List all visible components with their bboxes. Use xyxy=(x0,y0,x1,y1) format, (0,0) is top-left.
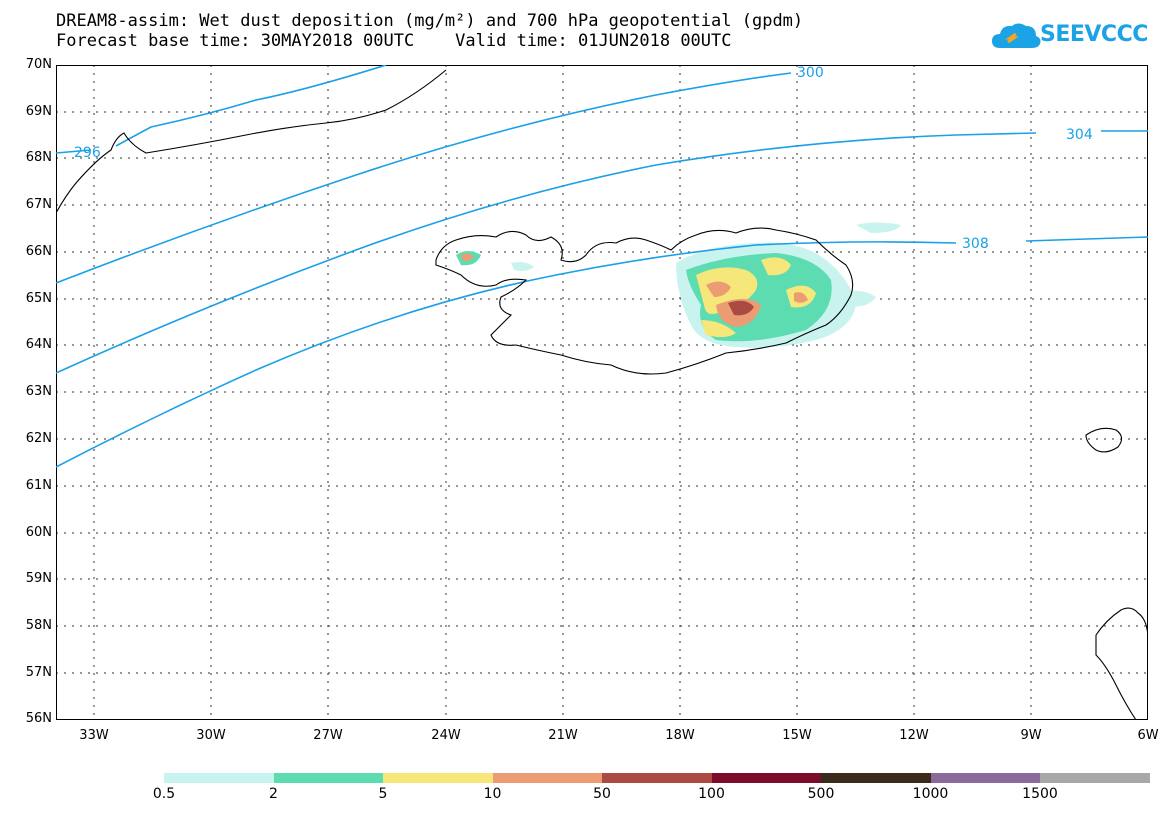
colorbar-label: 100 xyxy=(698,786,725,802)
lat-label: 63N xyxy=(25,384,52,399)
coast-faroes xyxy=(1085,427,1123,453)
lon-label: 18W xyxy=(665,728,695,743)
dust-field xyxy=(456,222,901,348)
contour-label-308: 308 xyxy=(962,236,989,252)
lat-label: 56N xyxy=(25,711,52,726)
contour-296 xyxy=(56,65,387,154)
lat-label: 57N xyxy=(25,665,52,680)
colorbar-segment xyxy=(821,773,931,783)
lon-label: 33W xyxy=(79,728,109,743)
lat-label: 66N xyxy=(25,244,52,259)
graticule xyxy=(56,65,1148,720)
chart-subtitle: Forecast base time: 30MAY2018 00UTC Vali… xyxy=(56,31,732,51)
contour-label-296: 296 xyxy=(74,145,101,161)
contour-label-304: 304 xyxy=(1066,127,1093,143)
lon-label: 15W xyxy=(782,728,812,743)
colorbar-segment xyxy=(711,773,821,783)
dust-area-50 xyxy=(728,300,754,316)
colorbar-label: 0.5 xyxy=(152,786,176,802)
colorbar-label: 1500 xyxy=(1022,786,1058,802)
contour-308 xyxy=(56,236,1148,468)
dust-area-10 xyxy=(706,281,808,327)
lon-label: 30W xyxy=(196,728,226,743)
lat-label: 67N xyxy=(25,197,52,212)
colorbar-segment xyxy=(273,773,383,783)
coastlines xyxy=(56,69,1148,720)
colorbar-label: 10 xyxy=(483,786,502,802)
lat-label: 62N xyxy=(25,431,52,446)
colorbar-label: 50 xyxy=(593,786,611,802)
logo-text: SEEVCCC xyxy=(1040,22,1148,47)
geopotential-contours xyxy=(56,65,1148,468)
lat-label: 61N xyxy=(25,478,52,493)
colorbar-segment xyxy=(1040,773,1150,783)
lon-label: 21W xyxy=(548,728,578,743)
map-canvas: 296 300 304 308 xyxy=(56,65,1148,720)
dust-patch-ne xyxy=(856,222,901,233)
lat-label: 58N xyxy=(25,618,52,633)
coast-greenland xyxy=(56,69,447,214)
lat-label: 69N xyxy=(25,104,52,119)
lat-label: 64N xyxy=(25,337,52,352)
lat-label: 60N xyxy=(25,525,52,540)
lat-label: 70N xyxy=(25,57,52,72)
lat-label: 68N xyxy=(25,150,52,165)
contour-label-300: 300 xyxy=(797,65,824,81)
lat-label: 59N xyxy=(25,571,52,586)
dust-patch-w xyxy=(511,262,534,271)
colorbar-label: 2 xyxy=(269,786,278,802)
contour-304 xyxy=(56,130,1148,374)
dust-area-5 xyxy=(696,257,816,338)
contour-labels: 296 300 304 308 xyxy=(74,65,1093,252)
lon-label: 12W xyxy=(899,728,929,743)
colorbar-label: 1000 xyxy=(912,786,949,802)
lat-label: 65N xyxy=(25,291,52,306)
seevccc-logo xyxy=(992,23,1041,48)
colorbar-segment xyxy=(492,773,602,783)
colorbar-label: 500 xyxy=(807,786,835,802)
colorbar-segment xyxy=(930,773,1040,783)
colorbar-segment xyxy=(602,773,712,783)
coast-iceland xyxy=(435,227,854,375)
lon-label: 24W xyxy=(431,728,461,743)
colorbar-segment xyxy=(383,773,493,783)
lon-label: 27W xyxy=(313,728,343,743)
dust-patch-e xyxy=(841,290,876,307)
colorbar-label: 5 xyxy=(378,786,388,802)
colorbar-segment xyxy=(164,773,274,783)
lon-label: 6W xyxy=(1137,728,1159,743)
cloud-icon xyxy=(992,23,1041,48)
coast-scotland xyxy=(1095,607,1148,720)
lon-label: 9W xyxy=(1020,728,1042,743)
chart-title: DREAM8-assim: Wet dust deposition (mg/m²… xyxy=(56,11,804,31)
contour-300 xyxy=(56,72,792,284)
